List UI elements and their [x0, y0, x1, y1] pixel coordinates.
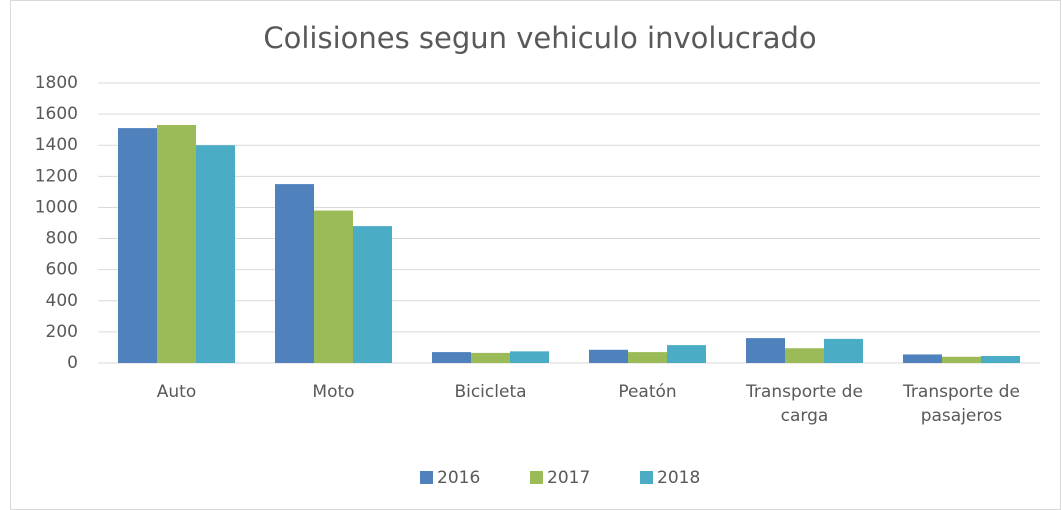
bar	[746, 338, 785, 363]
bar	[981, 356, 1020, 363]
y-tick-label: 1000	[35, 197, 78, 217]
bar	[824, 338, 863, 363]
bar	[903, 354, 942, 363]
y-tick-label: 1800	[35, 73, 78, 93]
bar	[196, 145, 235, 363]
bar	[589, 349, 628, 363]
bar	[314, 210, 353, 363]
legend-swatch	[530, 471, 543, 484]
y-tick-label: 1200	[35, 166, 78, 186]
bar	[432, 352, 471, 363]
bar	[275, 184, 314, 363]
legend-swatch	[420, 471, 433, 484]
bar	[628, 352, 667, 363]
bar	[157, 125, 196, 363]
x-tick-label: Auto	[156, 382, 197, 402]
x-tick-label: Transporte de carga	[746, 382, 863, 426]
y-tick-label: 200	[46, 322, 78, 342]
y-tick-label: 600	[46, 260, 78, 280]
y-tick-label: 0	[67, 353, 78, 373]
bar	[471, 352, 510, 363]
chart-title: Colisiones segun vehiculo involucrado	[263, 21, 816, 55]
bar	[510, 351, 549, 363]
y-tick-label: 1600	[35, 104, 78, 124]
legend-label: 2017	[547, 468, 590, 488]
bar	[118, 128, 157, 363]
y-tick-label: 800	[46, 229, 78, 249]
bar	[353, 226, 392, 363]
y-tick-label: 400	[46, 291, 78, 311]
bar	[785, 348, 824, 363]
x-tick-label: Bicicleta	[454, 382, 527, 402]
y-tick-label: 1400	[35, 135, 78, 155]
legend-label: 2016	[437, 468, 480, 488]
x-tick-label: Transporte de pasajeros	[903, 382, 1020, 426]
bar	[942, 356, 981, 363]
bar	[667, 345, 706, 363]
x-tick-label: Moto	[312, 382, 355, 402]
legend-label: 2018	[657, 468, 700, 488]
legend-swatch	[640, 471, 653, 484]
x-tick-label: Peatón	[618, 382, 677, 402]
